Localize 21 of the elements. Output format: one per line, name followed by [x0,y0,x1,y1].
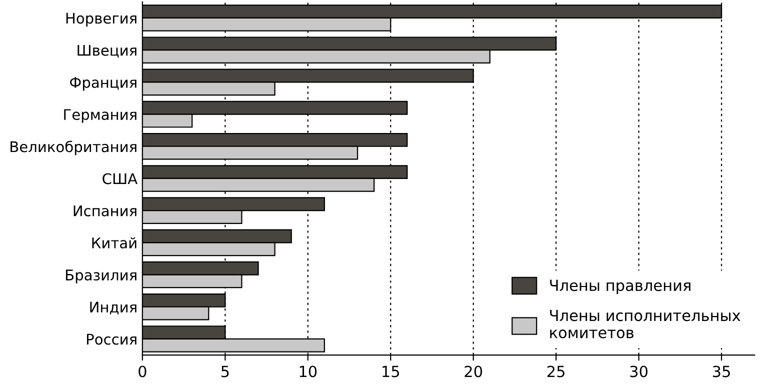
y-tick-label: Германия [64,109,136,123]
x-tick-label: 10 [300,366,317,378]
y-tick-label: Норвегия [66,12,136,27]
x-tick-label: 20 [464,366,482,378]
x-tick-label: 35 [712,366,730,378]
y-tick-label: США [102,173,138,184]
x-tick-label: 25 [547,366,564,378]
x-tick-label: 5 [221,366,229,378]
x-tick-label: 30 [630,366,648,378]
x-tick-label: 15 [382,366,400,378]
x-tick-label: 0 [138,366,146,378]
y-tick-label: Великобритания [10,140,136,156]
y-tick-label: Испания [74,205,136,216]
y-tick-label: Швеция [78,44,136,58]
y-tick-label: Франция [70,77,136,91]
y-tick-label: Индия [90,302,136,314]
y-tick-label: Бразилия [66,270,136,284]
y-tick-label: Россия [87,334,136,345]
y-tick-label: Китай [92,237,136,248]
legend-label: Члены правления [550,280,690,294]
legend-label: Члены исполнительных комитетов [550,310,740,338]
